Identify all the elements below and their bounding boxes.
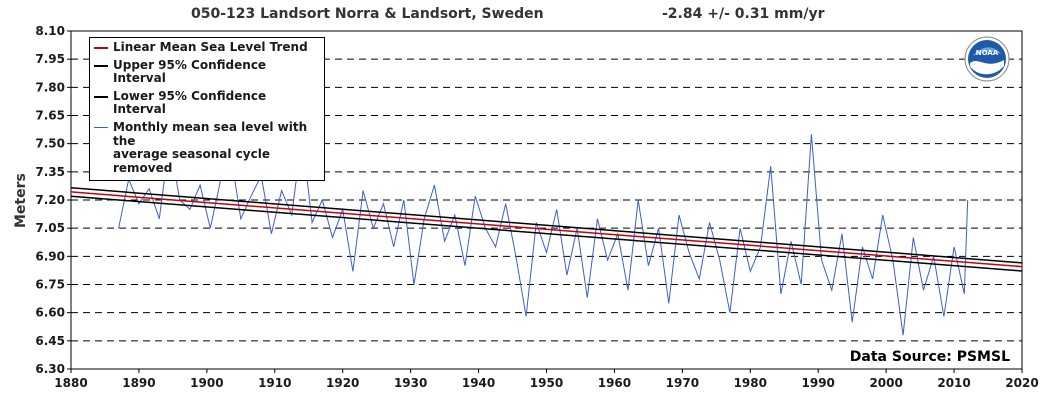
y-tick-label: 8.10 bbox=[35, 24, 65, 38]
x-tick-label: 1990 bbox=[802, 376, 835, 390]
y-tick-label: 6.30 bbox=[35, 362, 65, 376]
x-tick-label: 1920 bbox=[326, 376, 359, 390]
legend-swatch-trend bbox=[94, 47, 108, 49]
x-tick-label: 2010 bbox=[937, 376, 970, 390]
x-tick-labels: 1880 1890 1900 1910 1920 1930 1940 1950 1960 1970… bbox=[54, 369, 1039, 390]
x-tick-label: 2000 bbox=[869, 376, 902, 390]
y-tick-label: 6.60 bbox=[35, 306, 65, 320]
y-tick-label: 7.65 bbox=[35, 109, 65, 123]
legend-label-lower: Lower 95% Confidence Interval bbox=[113, 88, 267, 117]
x-tick-label: 1900 bbox=[190, 376, 223, 390]
x-tick-label: 2020 bbox=[1005, 376, 1038, 390]
y-tick-label: 6.45 bbox=[35, 334, 65, 348]
y-tick-label: 7.35 bbox=[35, 165, 65, 179]
x-tick-label: 1980 bbox=[734, 376, 767, 390]
legend-swatch-upper bbox=[94, 64, 108, 67]
y-tick-labels: 8.10 7.95 7.80 7.65 7.50 7.35 7.20 7.05 6.90 6.75… bbox=[35, 24, 71, 376]
noaa-logo: NOAA bbox=[964, 36, 1010, 82]
legend-swatch-monthly bbox=[94, 126, 108, 128]
svg-text:NOAA: NOAA bbox=[976, 49, 999, 57]
chart-title-trend: -2.84 +/- 0.31 mm/yr bbox=[662, 6, 825, 22]
y-tick-label: 7.95 bbox=[35, 52, 65, 66]
legend-item-upper: Upper 95% Confidence Interval bbox=[90, 57, 324, 88]
x-tick-label: 1930 bbox=[394, 376, 427, 390]
legend-item-lower: Lower 95% Confidence Interval bbox=[90, 88, 324, 119]
x-tick-label: 1910 bbox=[258, 376, 291, 390]
legend-label-trend: Linear Mean Sea Level Trend bbox=[113, 40, 308, 54]
upper-confidence-line bbox=[70, 187, 1023, 264]
data-source-label: Data Source: PSMSL bbox=[849, 349, 1010, 365]
y-tick-label: 6.90 bbox=[35, 249, 65, 263]
y-tick-label: 7.20 bbox=[35, 193, 65, 207]
lower-confidence-line bbox=[70, 195, 1023, 272]
x-tick-label: 1970 bbox=[666, 376, 699, 390]
y-tick-label: 6.75 bbox=[35, 278, 65, 292]
trend-line bbox=[70, 191, 1023, 268]
y-axis-label: Meters bbox=[13, 173, 29, 228]
chart-legend: Linear Mean Sea Level Trend Upper 95% Co… bbox=[89, 37, 325, 182]
trend-lines-layer bbox=[70, 187, 1023, 272]
x-tick-label: 1890 bbox=[122, 376, 155, 390]
legend-label-monthly: Monthly mean sea level with the average … bbox=[113, 119, 308, 175]
legend-label-upper: Upper 95% Confidence Interval bbox=[113, 57, 267, 86]
x-tick-label: 1960 bbox=[598, 376, 631, 390]
x-tick-label: 1880 bbox=[54, 376, 87, 390]
y-tick-label: 7.05 bbox=[35, 221, 65, 235]
y-tick-label: 7.80 bbox=[35, 80, 65, 94]
legend-item-trend: Linear Mean Sea Level Trend bbox=[90, 39, 324, 57]
legend-swatch-lower bbox=[94, 95, 108, 98]
chart-title-station: 050-123 Landsort Norra & Landsort, Swede… bbox=[191, 6, 544, 22]
x-tick-label: 1950 bbox=[530, 376, 563, 390]
x-tick-label: 1940 bbox=[462, 376, 495, 390]
legend-item-monthly: Monthly mean sea level with the average … bbox=[90, 119, 324, 177]
y-tick-label: 7.50 bbox=[35, 137, 65, 151]
